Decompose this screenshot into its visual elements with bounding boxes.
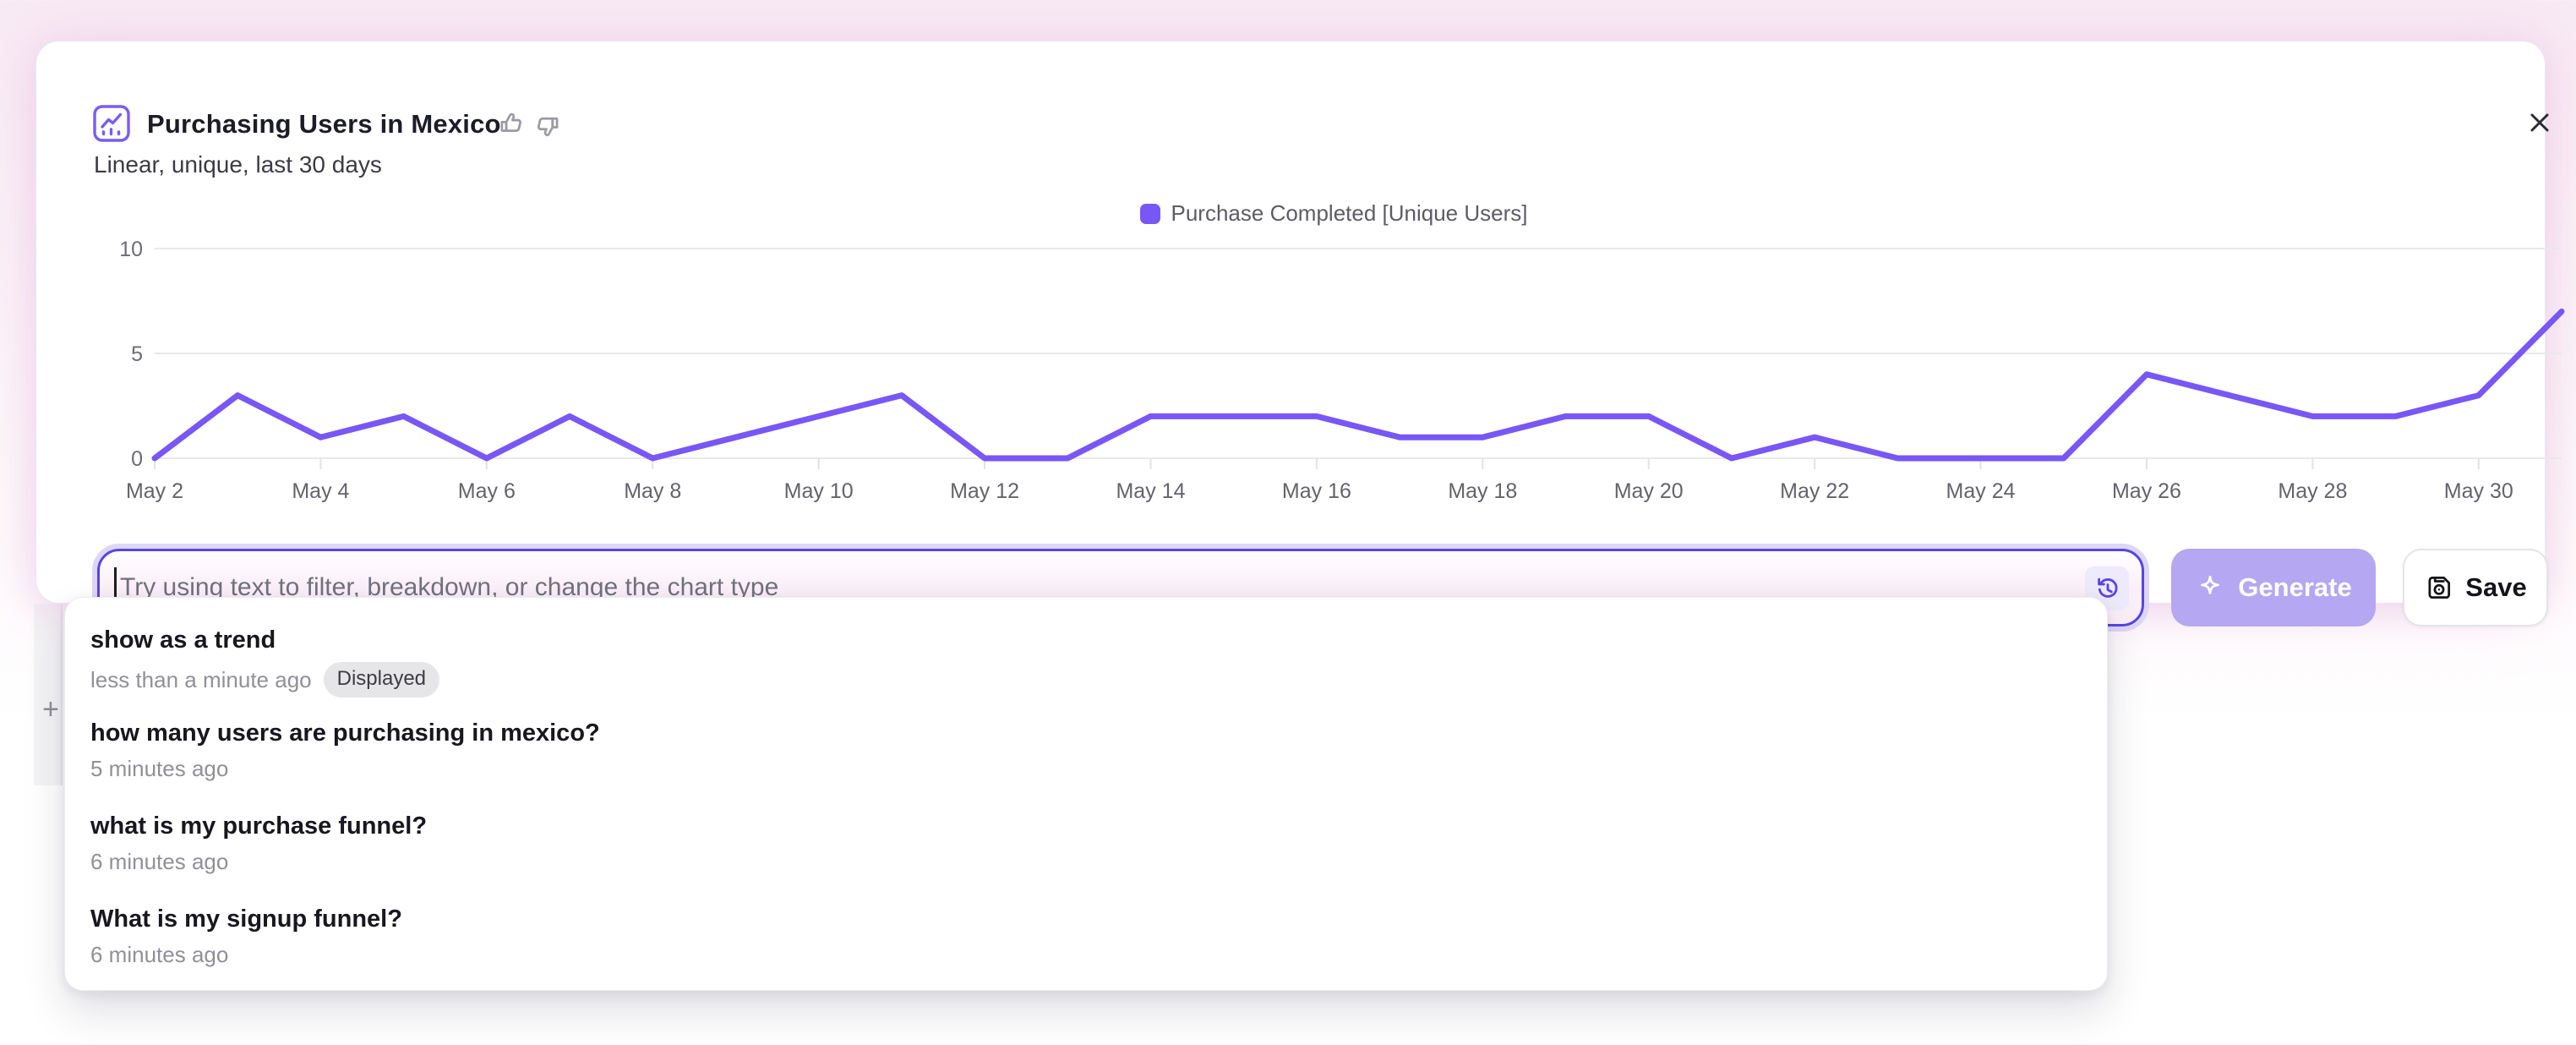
text-caret xyxy=(114,567,117,610)
svg-text:May 20: May 20 xyxy=(1614,479,1684,503)
svg-text:May 2: May 2 xyxy=(126,479,183,503)
history-time: less than a minute ago xyxy=(90,667,312,692)
chart-subtitle: Linear, unique, last 30 days xyxy=(94,151,382,178)
svg-text:May 28: May 28 xyxy=(2278,479,2347,503)
page-title: Purchasing Users in Mexico xyxy=(147,109,501,139)
svg-text:5: 5 xyxy=(131,342,143,366)
generate-button[interactable]: Generate xyxy=(2171,549,2376,626)
history-time: 6 minutes ago xyxy=(90,942,229,967)
history-item[interactable]: What is my signup funnel? 6 minutes ago xyxy=(65,888,2107,981)
history-item[interactable]: show as a trend less than a minute ago D… xyxy=(65,609,2107,702)
thumbs-up-button[interactable] xyxy=(497,109,527,140)
history-dropdown: show as a trend less than a minute ago D… xyxy=(64,597,2108,991)
line-chart-area: 0 5 10 May 2 May 4 May 6 May 8 May 10 May 12 May … xyxy=(119,238,2565,503)
plus-icon[interactable]: + xyxy=(42,693,59,725)
history-item[interactable]: what is my purchase funnel? 6 minutes ag… xyxy=(65,795,2107,888)
history-query: what is my purchase funnel? xyxy=(90,812,428,840)
svg-text:May 12: May 12 xyxy=(950,479,1019,503)
displayed-badge: Displayed xyxy=(323,662,440,698)
history-button[interactable] xyxy=(2085,566,2129,610)
svg-text:May 10: May 10 xyxy=(784,479,854,503)
save-icon xyxy=(2428,576,2451,599)
svg-text:May 14: May 14 xyxy=(1116,479,1185,503)
svg-text:May 18: May 18 xyxy=(1448,479,1517,503)
sparkle-icon xyxy=(2201,575,2220,594)
svg-text:May 26: May 26 xyxy=(2112,479,2181,503)
legend-swatch xyxy=(1139,203,1160,224)
svg-text:May 24: May 24 xyxy=(1946,479,2016,503)
chart-legend[interactable]: Purchase Completed [Unique Users] xyxy=(87,200,2576,227)
svg-text:May 22: May 22 xyxy=(1780,479,1849,503)
history-query: show as a trend xyxy=(90,626,276,654)
background-panel-edge xyxy=(34,604,63,785)
svg-text:May 6: May 6 xyxy=(458,479,516,503)
svg-text:May 16: May 16 xyxy=(1282,479,1351,503)
chart-modal-card: Purchasing Users in Mexico Linear, uniqu… xyxy=(35,41,2565,626)
save-button[interactable]: Save xyxy=(2403,549,2548,626)
legend-label: Purchase Completed [Unique Users] xyxy=(1171,200,1528,226)
history-clock-icon xyxy=(2098,577,2118,598)
save-label: Save xyxy=(2465,572,2527,602)
generate-label: Generate xyxy=(2238,572,2352,602)
history-query: What is my signup funnel? xyxy=(90,905,402,933)
history-item[interactable]: how many users are purchasing in mexico?… xyxy=(65,702,2107,795)
thumbs-down-button[interactable] xyxy=(533,112,564,143)
history-query: how many users are purchasing in mexico? xyxy=(90,719,600,747)
trend-chart-icon xyxy=(92,104,131,143)
svg-text:May 8: May 8 xyxy=(624,479,681,503)
svg-text:May 30: May 30 xyxy=(2444,479,2513,503)
svg-text:10: 10 xyxy=(119,238,143,261)
history-time: 6 minutes ago xyxy=(90,849,229,874)
history-time: 5 minutes ago xyxy=(90,756,229,781)
close-icon[interactable] xyxy=(2524,107,2555,138)
svg-text:May 4: May 4 xyxy=(292,479,349,503)
svg-text:0: 0 xyxy=(131,447,143,471)
